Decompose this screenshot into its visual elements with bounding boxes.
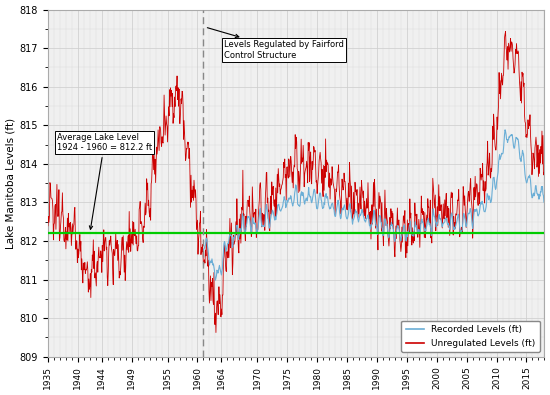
Recorded Levels (ft)	[476, 207, 483, 212]
Recorded Levels (ft)	[541, 200, 547, 205]
Recorded Levels (ft)	[466, 211, 472, 216]
Text: Average Lake Level
1924 - 1960 = 812.2 ft: Average Lake Level 1924 - 1960 = 812.2 f…	[57, 133, 152, 229]
Recorded Levels (ft)	[502, 128, 508, 132]
Unregulated Levels (ft)	[541, 170, 547, 175]
Unregulated Levels (ft)	[96, 256, 103, 260]
Text: Levels Regulated by Fairford
Control Structure: Levels Regulated by Fairford Control Str…	[207, 28, 344, 60]
Recorded Levels (ft)	[399, 231, 406, 235]
Legend: Recorded Levels (ft), Unregulated Levels (ft): Recorded Levels (ft), Unregulated Levels…	[402, 321, 540, 352]
Recorded Levels (ft)	[212, 278, 219, 282]
Unregulated Levels (ft)	[161, 93, 167, 98]
Unregulated Levels (ft)	[272, 215, 278, 220]
Unregulated Levels (ft)	[502, 29, 509, 34]
Recorded Levels (ft)	[510, 139, 516, 144]
Recorded Levels (ft)	[538, 190, 544, 195]
Line: Unregulated Levels (ft): Unregulated Levels (ft)	[48, 32, 544, 333]
Recorded Levels (ft)	[424, 224, 430, 228]
Recorded Levels (ft)	[200, 248, 207, 252]
Unregulated Levels (ft)	[292, 132, 299, 137]
Unregulated Levels (ft)	[98, 253, 104, 258]
Line: Recorded Levels (ft): Recorded Levels (ft)	[204, 130, 544, 280]
Unregulated Levels (ft)	[45, 224, 51, 228]
Unregulated Levels (ft)	[213, 330, 219, 335]
Y-axis label: Lake Manitoba Levels (ft): Lake Manitoba Levels (ft)	[6, 118, 15, 249]
Unregulated Levels (ft)	[513, 41, 520, 46]
